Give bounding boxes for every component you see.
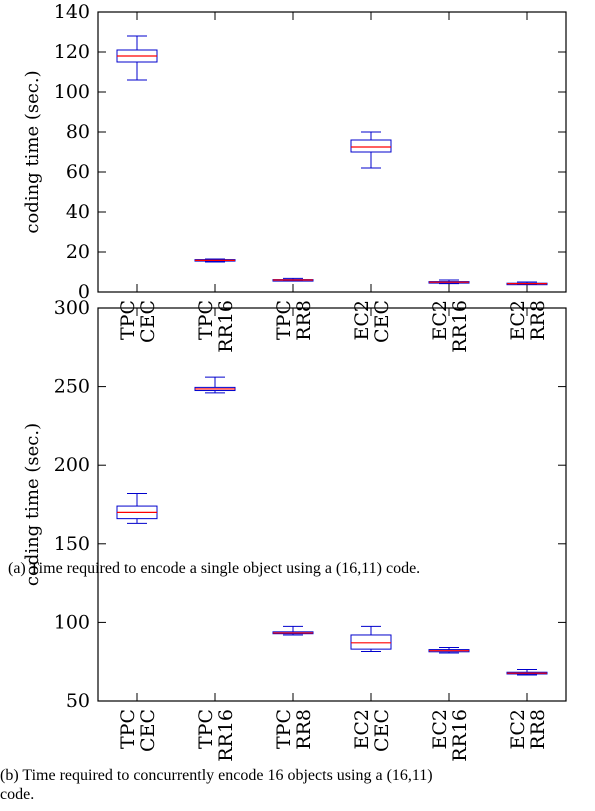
x-category-label: CEC (137, 709, 159, 752)
y-axis-label: coding time (sec.) (22, 70, 43, 233)
y-tick-label: 40 (66, 201, 90, 223)
x-category-label: RR8 (293, 709, 315, 750)
y-tick-label: 20 (66, 241, 90, 263)
x-category-label: EC2 (429, 300, 451, 341)
x-category-label: EC2 (507, 300, 529, 341)
x-category-label: RR8 (527, 709, 549, 750)
y-tick-label: 250 (54, 376, 90, 398)
x-category-label: EC2 (351, 300, 373, 341)
y-tick-label: 300 (54, 297, 90, 319)
x-category-label: RR8 (293, 300, 315, 341)
y-tick-label: 60 (66, 161, 90, 183)
x-category-label: TPC (117, 300, 139, 340)
plot-frame (97, 11, 567, 293)
caption-b: (b) Time required to concurrently encode… (0, 766, 595, 804)
y-tick-label: 120 (54, 41, 90, 63)
box (350, 139, 392, 153)
x-category-label: RR16 (215, 300, 237, 353)
x-category-label: RR8 (527, 300, 549, 341)
x-category-label: RR16 (449, 709, 471, 762)
y-tick-label: 200 (54, 454, 90, 476)
caption-b-line1: (b) Time required to concurrently encode… (0, 767, 433, 784)
y-tick-label: 100 (54, 611, 90, 633)
x-category-label: EC2 (429, 709, 451, 750)
x-category-label: TPC (273, 300, 295, 340)
x-category-label: TPC (117, 709, 139, 749)
y-tick-label: 50 (66, 690, 90, 712)
y-tick-label: 100 (54, 81, 90, 103)
caption-a: (a) Time required to encode a single obj… (8, 560, 421, 577)
box (350, 634, 392, 650)
x-category-label: RR16 (215, 709, 237, 762)
x-category-label: EC2 (507, 709, 529, 750)
x-category-label: CEC (371, 300, 393, 343)
plot-frame (97, 307, 567, 702)
x-category-label: EC2 (351, 709, 373, 750)
x-category-label: TPC (273, 709, 295, 749)
y-tick-label: 80 (66, 121, 90, 143)
y-tick-label: 140 (54, 1, 90, 23)
x-category-label: RR16 (449, 300, 471, 353)
x-category-label: CEC (371, 709, 393, 752)
x-category-label: TPC (195, 709, 217, 749)
x-category-label: CEC (137, 300, 159, 343)
x-category-label: TPC (195, 300, 217, 340)
caption-b-line2: code. (0, 786, 35, 803)
y-axis-label: coding time (sec.) (22, 423, 43, 586)
y-tick-label: 150 (54, 533, 90, 555)
y-tick-label: 0 (78, 281, 90, 303)
